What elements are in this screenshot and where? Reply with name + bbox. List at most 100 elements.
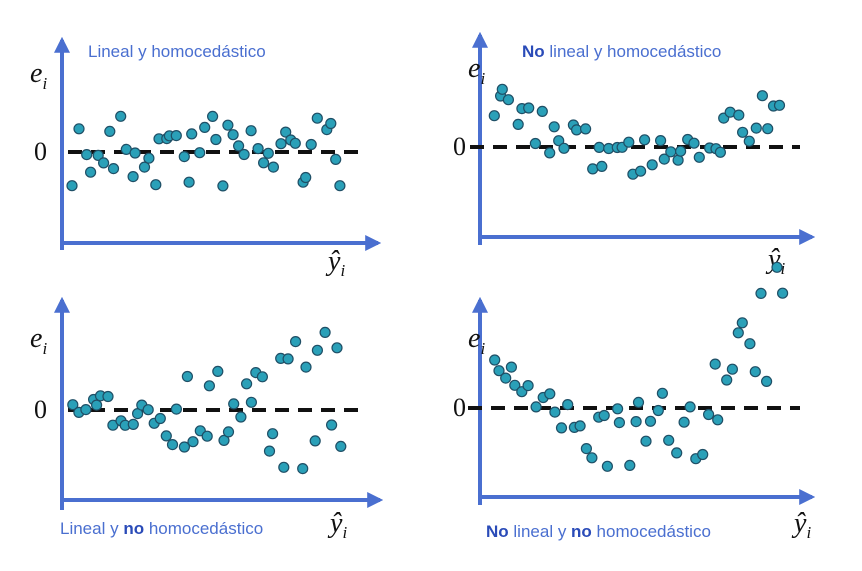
residual-dot bbox=[245, 125, 257, 137]
residual-dot bbox=[90, 399, 103, 411]
residual-dot bbox=[640, 435, 652, 447]
residual-dot bbox=[755, 287, 767, 299]
residual-dot bbox=[544, 388, 556, 400]
residual-dot bbox=[678, 416, 690, 428]
residual-dot bbox=[721, 374, 733, 386]
y-label-sub: i bbox=[42, 74, 47, 93]
residual-dot bbox=[500, 372, 512, 384]
residual-dot bbox=[210, 133, 222, 146]
residual-dot bbox=[736, 317, 748, 329]
title-part: homocedástico bbox=[144, 519, 263, 538]
residual-dot bbox=[104, 125, 116, 137]
zero-label: 0 bbox=[453, 393, 466, 422]
residual-dot bbox=[762, 123, 774, 135]
residual-dot bbox=[505, 361, 517, 373]
residual-dot bbox=[509, 379, 521, 391]
title-part: No bbox=[522, 42, 545, 61]
y-label: ei bbox=[30, 58, 47, 93]
title-part: Lineal y bbox=[60, 519, 123, 538]
residual-dot bbox=[598, 409, 610, 422]
residual-dot bbox=[222, 119, 234, 131]
residual-dot bbox=[92, 149, 104, 161]
residual-dot bbox=[714, 146, 727, 158]
residual-dot bbox=[238, 148, 250, 161]
residual-dot bbox=[262, 147, 274, 159]
residual-dot bbox=[732, 327, 744, 339]
title-part: no bbox=[123, 519, 144, 538]
x-label: ŷi bbox=[765, 244, 785, 278]
residual-dot bbox=[280, 126, 292, 138]
residual-dot bbox=[693, 151, 705, 163]
title-part: Lineal y homocedástico bbox=[88, 42, 266, 61]
residual-dot bbox=[530, 401, 542, 413]
residual-dot bbox=[267, 161, 279, 173]
residual-dot bbox=[107, 163, 120, 175]
residual-dot bbox=[586, 452, 598, 464]
residual-dot bbox=[331, 342, 343, 354]
residual-dot bbox=[671, 447, 683, 459]
residual-dot bbox=[656, 387, 669, 399]
panel-title: Lineal y no homocedástico bbox=[60, 519, 263, 538]
residual-dot bbox=[127, 171, 139, 183]
panel-title: No lineal y homocedástico bbox=[522, 42, 721, 61]
y-label-sub: i bbox=[480, 339, 485, 358]
residual-dot bbox=[658, 153, 670, 165]
residual-dot bbox=[743, 135, 755, 147]
residual-dot bbox=[630, 416, 642, 428]
residual-dot bbox=[227, 129, 239, 141]
zero-label: 0 bbox=[453, 132, 466, 161]
residual-dot bbox=[523, 102, 535, 114]
title-part: homocedástico bbox=[592, 522, 711, 541]
residual-dot bbox=[207, 110, 219, 123]
residual-dot bbox=[750, 122, 762, 134]
residual-dot bbox=[536, 105, 548, 118]
residual-dot bbox=[241, 378, 253, 390]
residual-dot bbox=[305, 138, 317, 151]
residual-dot bbox=[596, 160, 608, 172]
residual-dot bbox=[579, 123, 592, 135]
residual-dot bbox=[194, 147, 206, 159]
residual-dot bbox=[654, 135, 667, 147]
residual-dot bbox=[736, 126, 749, 138]
residual-dot bbox=[522, 380, 534, 392]
residual-dot bbox=[218, 434, 230, 446]
residual-dot bbox=[702, 408, 715, 421]
y-label-main: e bbox=[468, 53, 480, 84]
x-label-main: ŷ bbox=[327, 508, 343, 539]
residual-dot bbox=[529, 137, 542, 150]
residual-dot bbox=[80, 404, 92, 416]
residual-dot bbox=[282, 353, 294, 365]
title-part: lineal y bbox=[509, 522, 571, 541]
residual-dot bbox=[81, 149, 93, 161]
residual-dot bbox=[325, 117, 337, 130]
residual-dot bbox=[300, 361, 312, 373]
residual-dot bbox=[776, 287, 789, 299]
residual-dot bbox=[203, 380, 215, 392]
residual-dot bbox=[623, 136, 635, 148]
residual-dot bbox=[684, 401, 696, 413]
residual-dot bbox=[674, 145, 687, 157]
residual-dot bbox=[115, 110, 127, 122]
residual-dot bbox=[697, 448, 709, 461]
residual-dot bbox=[178, 151, 190, 163]
residual-dot bbox=[773, 99, 786, 111]
x-label-sub: i bbox=[806, 523, 811, 542]
residual-dot bbox=[235, 411, 247, 423]
residual-dot bbox=[553, 135, 565, 147]
residual-dot bbox=[311, 112, 323, 124]
x-label-sub: i bbox=[340, 261, 345, 280]
residual-dot bbox=[496, 83, 508, 95]
y-label: ei bbox=[30, 323, 47, 358]
residual-dot bbox=[319, 326, 331, 338]
title-part: lineal y homocedástico bbox=[545, 42, 722, 61]
residual-dot bbox=[160, 430, 172, 442]
residual-dot bbox=[256, 371, 268, 383]
residual-dot bbox=[330, 153, 342, 165]
residual-dot bbox=[611, 403, 624, 415]
residual-dot bbox=[632, 396, 645, 408]
residual-dot bbox=[289, 137, 301, 149]
title-part: no bbox=[571, 522, 592, 541]
